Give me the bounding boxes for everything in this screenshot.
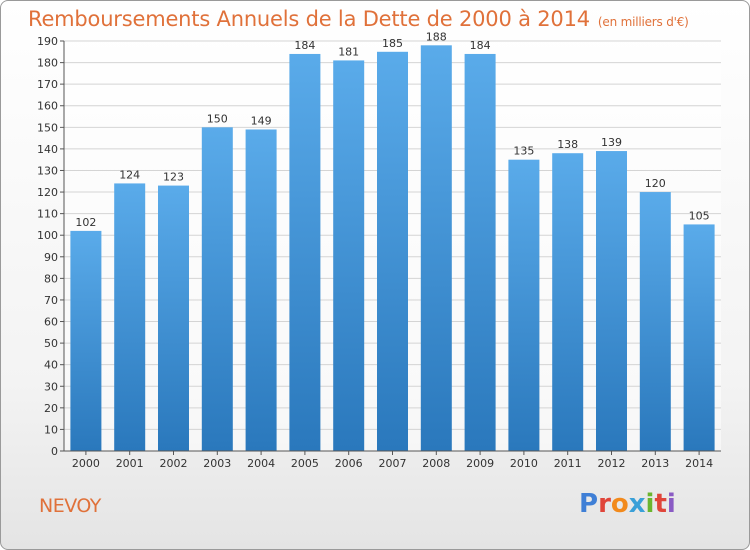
x-tick-label: 2014 <box>685 457 713 470</box>
y-tick-label: 180 <box>37 57 58 70</box>
y-tick-label: 190 <box>37 35 58 48</box>
y-tick-label: 30 <box>44 380 58 393</box>
bar <box>552 153 584 452</box>
bar <box>639 192 671 452</box>
proxiti-logo: Proxiti <box>579 489 676 519</box>
y-tick-label: 40 <box>44 359 58 372</box>
bar <box>508 159 540 451</box>
bar-value-label: 184 <box>294 39 315 52</box>
logo-letter: i <box>666 489 676 519</box>
bar <box>596 151 627 452</box>
bar-value-label: 149 <box>251 114 272 127</box>
bar-value-label: 123 <box>163 171 184 184</box>
x-tick-label: 2000 <box>72 457 100 470</box>
y-tick-label: 130 <box>37 164 58 177</box>
x-tick-label: 2008 <box>422 457 450 470</box>
x-tick-label: 2013 <box>641 457 669 470</box>
x-tick-label: 2011 <box>554 457 582 470</box>
bar <box>420 45 452 451</box>
bar-value-label: 120 <box>645 177 666 190</box>
y-tick-label: 120 <box>37 186 58 199</box>
y-tick-label: 90 <box>44 251 58 264</box>
x-tick-label: 2006 <box>335 457 363 470</box>
logo-letter: r <box>598 489 611 519</box>
bar-value-label: 185 <box>382 37 403 50</box>
chart-title: Remboursements Annuels de la Dette de 20… <box>28 7 689 31</box>
y-tick-label: 10 <box>44 423 58 436</box>
bar-value-label: 181 <box>338 45 359 58</box>
logo-letter: o <box>610 489 629 519</box>
x-tick-label: 2012 <box>598 457 626 470</box>
bar-value-label: 102 <box>75 216 96 229</box>
x-tick-label: 2010 <box>510 457 538 470</box>
y-tick-label: 50 <box>44 337 58 350</box>
logo-letter: x <box>628 489 646 519</box>
chart-subtitle: (en milliers d'€) <box>597 15 689 29</box>
x-tick-label: 2009 <box>466 457 494 470</box>
bar <box>333 60 365 451</box>
bar <box>464 53 496 452</box>
y-tick-label: 150 <box>37 121 58 134</box>
bar <box>158 185 189 451</box>
bar-value-label: 150 <box>207 112 228 125</box>
commune-name: NEVOY <box>39 495 101 517</box>
bar-value-label: 138 <box>557 138 578 151</box>
bar <box>245 129 277 451</box>
y-tick-label: 20 <box>44 402 58 415</box>
bar-value-label: 105 <box>689 209 710 222</box>
x-tick-label: 2002 <box>160 457 188 470</box>
bar-value-label: 139 <box>601 136 622 149</box>
bar <box>289 53 321 452</box>
bar <box>683 224 715 451</box>
y-tick-label: 170 <box>37 78 58 91</box>
y-tick-label: 110 <box>37 208 58 221</box>
y-tick-label: 0 <box>51 445 58 458</box>
bar <box>377 51 408 451</box>
x-tick-label: 2003 <box>203 457 231 470</box>
x-tick-label: 2007 <box>379 457 407 470</box>
x-tick-label: 2005 <box>291 457 319 470</box>
x-tick-label: 2001 <box>116 457 144 470</box>
logo-letter: t <box>654 489 667 519</box>
bar-value-label: 188 <box>426 30 447 43</box>
logo-letter: P <box>579 489 599 519</box>
y-tick-label: 100 <box>37 229 58 242</box>
bar <box>70 230 102 451</box>
x-tick-label: 2004 <box>247 457 275 470</box>
y-tick-label: 140 <box>37 143 58 156</box>
bar-value-label: 184 <box>470 39 491 52</box>
bar-value-label: 124 <box>119 168 140 181</box>
bar <box>114 183 146 451</box>
bar-value-label: 135 <box>513 145 534 158</box>
y-tick-label: 160 <box>37 100 58 113</box>
y-tick-label: 60 <box>44 316 58 329</box>
chart-title-text: Remboursements Annuels de la Dette de 20… <box>28 7 590 31</box>
bar <box>201 127 233 451</box>
logo-letter: i <box>645 489 655 519</box>
y-tick-label: 80 <box>44 272 58 285</box>
y-tick-label: 70 <box>44 294 58 307</box>
